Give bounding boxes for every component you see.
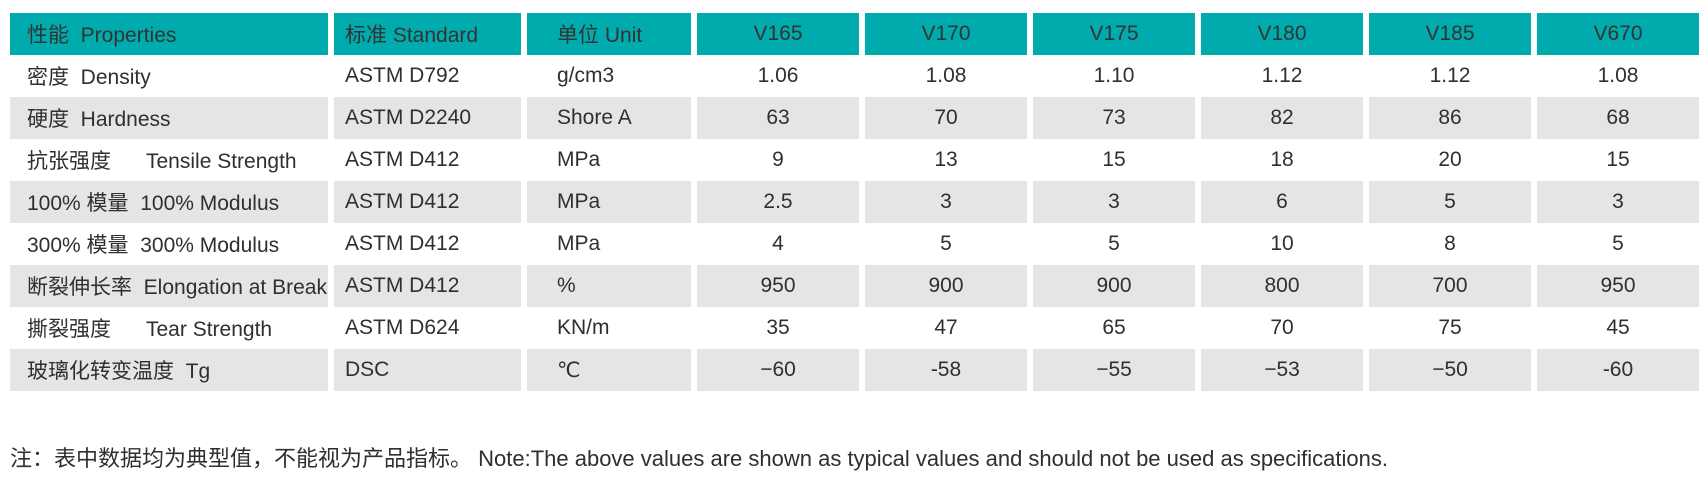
table-cell: 5 [940, 232, 952, 255]
table-cell: 47 [934, 316, 958, 339]
table-cell: 75 [1438, 316, 1462, 339]
properties-table: 性能 Properties 标准 Standard 单位 Unit V165 V… [4, 13, 1705, 391]
column-header-v185: V185 [1369, 13, 1531, 55]
table-cell: 5 [1612, 232, 1624, 255]
table-cell: −60 [697, 349, 859, 391]
table-cell: 900 [865, 265, 1027, 307]
table-row: 断裂伸长率 Elongation at Break ASTM D412% 950 90… [10, 265, 1699, 307]
table-cell: 63 [697, 97, 859, 139]
table-cell: 5 [1108, 232, 1120, 255]
table-cell: -60 [1537, 349, 1699, 391]
table-cell: 15 [1102, 148, 1126, 171]
table-cell: 100% 模量 100% Modulus [10, 181, 328, 223]
table-row: 300% 模量 300% Modulus ASTM D412 MPa 4 5 5 10 8 5 [10, 223, 1699, 265]
column-header-v175: V175 [1033, 13, 1195, 55]
table-cell: −53 [1201, 349, 1363, 391]
table-cell: -58 [865, 349, 1027, 391]
table-cell: MPa [557, 148, 601, 171]
table-cell: 6 [1201, 181, 1363, 223]
table-cell: 1.10 [1093, 64, 1135, 87]
table-cell: KN/m [557, 316, 610, 339]
table-cell: DSC [334, 349, 521, 391]
table-cell: 9 [772, 148, 784, 171]
table-body: 密度 Density ASTM D792 g/cm3 1.06 1.08 1.10 1.12… [10, 55, 1699, 391]
column-header-properties: 性能 Properties [10, 13, 328, 55]
table-cell: 3 [865, 181, 1027, 223]
table-cell: 45 [1606, 316, 1630, 339]
table-cell: ASTM D412 [345, 148, 460, 171]
table-cell: 68 [1537, 97, 1699, 139]
table-row: 玻璃化转变温度 Tg DSC ℃ −60 -58 −55 −53 −50 -60 [10, 349, 1699, 391]
table-cell: 断裂伸长率 Elongation at Break [10, 265, 328, 307]
table-cell: 4 [772, 232, 784, 255]
table-cell: 70 [865, 97, 1027, 139]
table-cell: 82 [1201, 97, 1363, 139]
column-header-standard: 标准 Standard [334, 13, 521, 55]
table-cell: 65 [1102, 316, 1126, 339]
table-cell: 800 [1201, 265, 1363, 307]
table-cell: ASTM D412 [334, 181, 521, 223]
table-cell: 700 [1369, 265, 1531, 307]
table-cell: 35 [766, 316, 790, 339]
table-cell: 2.5 [697, 181, 859, 223]
table-cell: MPa [527, 181, 691, 223]
table-cell: 1.12 [1261, 64, 1303, 87]
table-cell: 300% 模量 300% Modulus [27, 234, 280, 257]
table-cell: −50 [1369, 349, 1531, 391]
table-cell: 10 [1270, 232, 1294, 255]
table-cell: 13 [934, 148, 958, 171]
table-cell: MPa [557, 232, 601, 255]
column-header-v165: V165 [697, 13, 859, 55]
column-header-v170: V170 [865, 13, 1027, 55]
table-row: 100% 模量 100% Modulus ASTM D412 MPa 2.5 3 3 6 5 3 [10, 181, 1699, 223]
table-cell: ASTM D792 [345, 64, 460, 87]
table-row: 撕裂强度 Tear Strength ASTM D624 KN/m 35 47 65 70 7… [10, 307, 1699, 349]
table-row: 硬度 Hardness ASTM D2240 Shore A 63 70 73 82 86 68 [10, 97, 1699, 139]
table-cell: 撕裂强度 Tear Strength [27, 318, 273, 341]
table-cell: Shore A [527, 97, 691, 139]
table-cell: ASTM D412 [345, 232, 460, 255]
table-cell: % [527, 265, 691, 307]
table-cell: 950 [697, 265, 859, 307]
table-cell: ASTM D624 [345, 316, 460, 339]
table-cell: 950 [1537, 265, 1699, 307]
table-cell: 1.06 [757, 64, 799, 87]
table-cell: 硬度 Hardness [10, 97, 328, 139]
table-cell: 3 [1033, 181, 1195, 223]
table-cell: 20 [1438, 148, 1462, 171]
table-cell: ℃ [527, 349, 691, 391]
table-cell: 1.08 [925, 64, 967, 87]
table-cell: 15 [1606, 148, 1630, 171]
table-cell: 8 [1444, 232, 1456, 255]
table-cell: 73 [1033, 97, 1195, 139]
table-cell: ASTM D2240 [334, 97, 521, 139]
column-header-v180: V180 [1201, 13, 1363, 55]
header-row: 性能 Properties 标准 Standard 单位 Unit V165 V… [10, 13, 1699, 55]
footnote: 注：表中数据均为典型值，不能视为产品指标。 Note:The above val… [10, 446, 1388, 471]
table-row: 抗张强度 Tensile Strength ASTM D412 MPa 9 13 15 18… [10, 139, 1699, 181]
table-cell: 5 [1369, 181, 1531, 223]
table-cell: g/cm3 [557, 64, 615, 87]
table-cell: 18 [1270, 148, 1294, 171]
table-cell: 1.12 [1429, 64, 1471, 87]
table-cell: −55 [1033, 349, 1195, 391]
table-cell: 1.08 [1597, 64, 1639, 87]
table-cell: ASTM D412 [334, 265, 521, 307]
table-cell: 抗张强度 Tensile Strength [27, 150, 297, 173]
column-header-unit: 单位 Unit [527, 13, 691, 55]
column-header-v670: V670 [1537, 13, 1699, 55]
table-row: 密度 Density ASTM D792 g/cm3 1.06 1.08 1.10 1.12… [10, 55, 1699, 97]
table-cell: 玻璃化转变温度 Tg [10, 349, 328, 391]
table-header: 性能 Properties 标准 Standard 单位 Unit V165 V… [10, 13, 1699, 55]
table-cell: 86 [1369, 97, 1531, 139]
table-cell: 70 [1270, 316, 1294, 339]
table-cell: 密度 Density [27, 66, 151, 89]
table-cell: 900 [1033, 265, 1195, 307]
table-cell: 3 [1537, 181, 1699, 223]
